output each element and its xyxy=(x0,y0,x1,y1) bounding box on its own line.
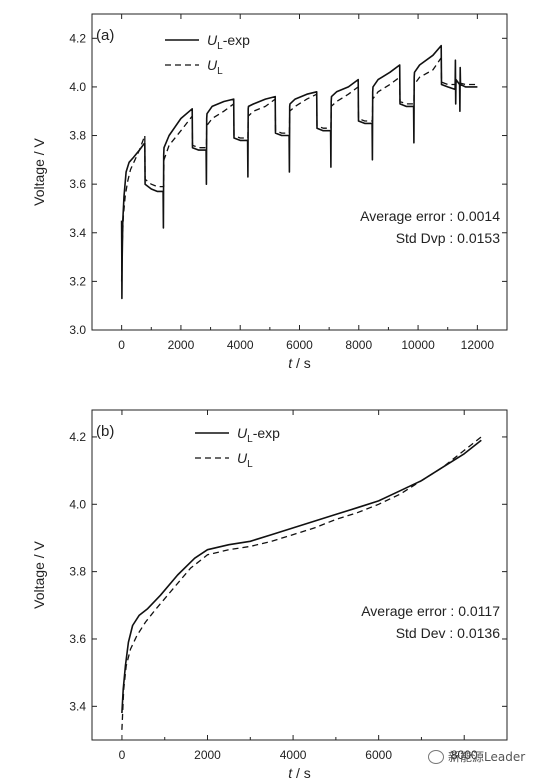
y-tick-label: 3.0 xyxy=(69,323,86,337)
x-axis-label: t / s xyxy=(288,765,311,779)
series-line-model xyxy=(120,57,478,282)
x-tick-label: 10000 xyxy=(401,338,435,352)
error-annotation: Average error : 0.0014 xyxy=(360,208,500,224)
y-tick-label: 3.2 xyxy=(69,274,86,288)
y-axis-label: Voltage / V xyxy=(31,137,47,205)
chart-panel-1: 0 2000 4000 6000 8000 3.4 3.6 3.8 4.0 4.2 t / s Vol… xyxy=(31,409,508,779)
y-tick-label: 3.8 xyxy=(69,129,86,143)
x-tick-label: 6000 xyxy=(286,338,313,352)
x-tick-label: 6000 xyxy=(365,748,392,762)
x-tick-label: 8000 xyxy=(345,338,372,352)
series-line-experimental xyxy=(120,44,478,300)
watermark: 新能源Leader xyxy=(428,748,525,765)
x-tick-label: 0 xyxy=(118,338,125,352)
y-tick-label: 3.6 xyxy=(69,177,86,191)
x-axis-label: t / s xyxy=(288,355,311,371)
series-line-experimental xyxy=(121,439,482,714)
legend-label: UL xyxy=(237,450,253,470)
x-tick-label: 2000 xyxy=(194,748,221,762)
y-tick-label: 3.4 xyxy=(69,226,86,240)
legend-label: UL xyxy=(207,57,223,77)
plot-frame xyxy=(91,13,508,331)
series-line-model xyxy=(121,436,482,730)
legend-label: UL-exp xyxy=(237,425,280,445)
x-tick-label: 8000 xyxy=(451,748,478,762)
error-annotation: Std Dev : 0.0136 xyxy=(396,625,501,641)
panel-label: (a) xyxy=(96,27,114,44)
y-tick-label: 3.4 xyxy=(69,699,86,713)
plot-frame xyxy=(91,409,508,741)
y-tick-label: 4.0 xyxy=(69,497,86,511)
error-annotation: Std Dvp : 0.0153 xyxy=(396,230,501,246)
chart-panel-0: 0 2000 4000 6000 8000 10000 12000 3.0 3.2 3.4 3.6 3… xyxy=(31,13,508,371)
x-tick-label: 12000 xyxy=(461,338,495,352)
y-tick-label: 3.6 xyxy=(69,632,86,646)
x-tick-label: 0 xyxy=(119,748,126,762)
y-tick-label: 4.2 xyxy=(69,31,86,45)
y-tick-label: 4.0 xyxy=(69,80,86,94)
legend-label: UL-exp xyxy=(207,32,250,52)
x-tick-label: 2000 xyxy=(168,338,195,352)
x-tick-label: 4000 xyxy=(280,748,307,762)
watermark-text: 新能源Leader xyxy=(448,750,526,764)
error-annotation: Average error : 0.0117 xyxy=(361,603,500,619)
wechat-icon xyxy=(428,749,444,764)
y-tick-label: 3.8 xyxy=(69,565,86,579)
panel-label: (b) xyxy=(96,423,114,440)
y-axis-label: Voltage / V xyxy=(31,540,47,608)
x-tick-label: 4000 xyxy=(227,338,254,352)
y-tick-label: 4.2 xyxy=(69,430,86,444)
